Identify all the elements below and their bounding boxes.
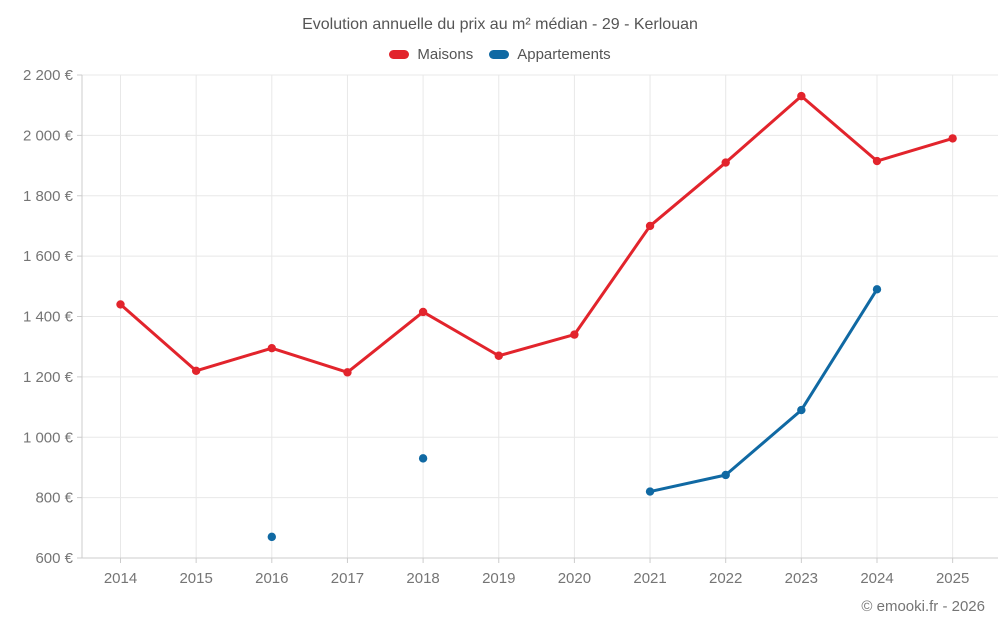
data-point-marker[interactable] [267,532,276,542]
data-point-marker[interactable] [418,307,428,317]
legend: Maisons Appartements [0,46,1000,63]
series-line-segment [194,346,274,373]
y-axis-label: 1 200 € [23,369,74,386]
series-line-segment [421,310,501,358]
y-axis-label: 1 800 € [23,188,74,205]
x-axis-label: 2014 [104,570,137,587]
chart-title: Evolution annuelle du prix au m² médian … [302,16,698,33]
data-point-marker[interactable] [645,487,655,496]
x-axis-label: 2023 [785,570,818,587]
x-axis-label: 2024 [860,570,893,587]
series-line-segment [648,473,728,494]
series-line-segment [799,287,879,412]
series-line-segment [345,310,425,374]
data-point-marker[interactable] [418,454,428,463]
maisons-series-swatch-icon [389,50,410,59]
data-point-marker[interactable] [645,221,655,231]
legend-label-maisons: Maisons [417,46,474,63]
data-point-marker[interactable] [494,351,503,360]
legend-item-appartements[interactable]: Appartements [489,46,611,63]
x-axis-label: 2016 [255,570,288,587]
data-point-marker[interactable] [872,285,882,294]
series-line-segment [724,94,803,165]
y-axis-label: 1 400 € [23,309,74,326]
data-point-marker[interactable] [267,343,276,353]
data-point-marker[interactable] [872,156,882,166]
series-line-segment [648,161,728,228]
y-axis-label: 1 000 € [23,429,74,446]
data-point-marker[interactable] [721,158,730,167]
data-point-marker[interactable] [191,366,201,376]
data-point-marker[interactable] [797,91,806,101]
x-axis-label: 2020 [558,570,591,587]
series-line-segment [799,94,879,163]
series-line-segment [497,333,576,358]
x-axis-label: 2017 [331,570,364,587]
y-axis-label: 2 200 € [23,67,74,84]
x-axis-label: 2021 [633,570,666,587]
copyright-text: © emooki.fr - 2026 [861,598,985,615]
x-axis-label: 2015 [179,570,212,587]
data-point-marker[interactable] [343,368,352,377]
data-point-marker[interactable] [116,300,125,309]
data-point-marker[interactable] [721,470,730,480]
data-point-marker[interactable] [570,330,579,339]
appartements-series-swatch-icon [489,50,510,59]
x-axis-label: 2019 [482,570,515,587]
y-axis-label: 600 € [35,550,73,567]
legend-label-appartements: Appartements [517,46,611,63]
data-point-marker[interactable] [797,405,806,415]
y-axis-label: 2 000 € [23,127,74,144]
series-line-segment [724,408,803,477]
series-line-segment [572,224,652,337]
x-axis-label: 2022 [709,570,742,587]
y-axis-label: 1 600 € [23,248,74,265]
y-axis-label: 800 € [35,490,73,507]
data-point-marker[interactable] [948,134,957,143]
legend-item-maisons[interactable]: Maisons [389,46,473,63]
series-line-segment [119,302,198,373]
x-axis-label: 2025 [936,570,969,587]
series-line-segment [875,136,955,163]
series-line-segment [270,346,349,374]
x-axis-label: 2018 [406,570,439,587]
